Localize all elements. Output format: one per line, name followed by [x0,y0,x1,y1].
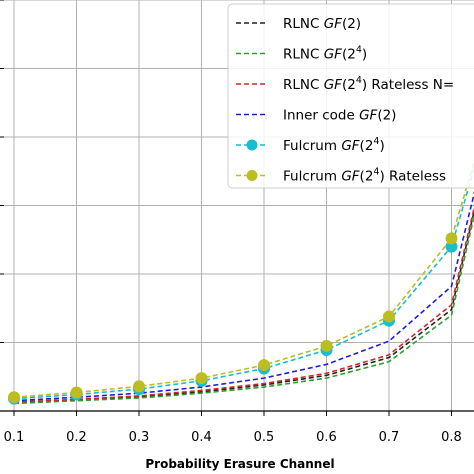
legend-label: RLNC GF(2) [283,16,361,32]
legend-item-4: Inner code GF(2) [236,108,396,124]
x-tick-labels: 0.1 0.2 0.3 0.4 0.5 0.6 0.7 0.8 [4,430,462,445]
x-tick-label: 0.3 [129,430,150,445]
legend-item-3: RLNC GF(24) Rateless N= [236,75,454,93]
legend-label: Fulcrum GF(24) Rateless [283,167,446,185]
legend: RLNC GF(2) RLNC GF(24) RLNC GF(24) Rateles… [227,3,474,189]
x-tick-label: 0.6 [316,430,337,445]
legend-item-1: RLNC GF(2) [236,16,361,32]
legend-item-5: Fulcrum GF(24) [236,136,385,154]
legend-item-6: Fulcrum GF(24) Rateless [236,167,446,185]
data-point [383,310,395,323]
x-tick-label: 0.2 [66,430,87,445]
data-point [8,391,20,404]
x-tick-label: 0.8 [441,430,462,445]
legend-swatch-marker [246,170,258,181]
data-point [320,339,333,352]
series-2 [13,212,474,405]
legend-label: Inner code GF(2) [283,108,396,124]
x-tick-label: 0.4 [191,430,212,445]
legend-label: RLNC GF(24) Rateless N= [283,75,454,93]
legend-label: Fulcrum GF(24) [283,136,385,154]
series-line [13,205,474,403]
legend-swatch-marker [246,139,258,151]
series-6 [8,159,474,404]
series-line [13,190,474,402]
x-tick-label: 0.1 [4,430,25,445]
x-tick-label: 0.7 [379,430,400,445]
series-group [8,159,474,405]
legend-label: RLNC GF(24) [283,45,367,63]
data-point [195,372,208,385]
series-4 [13,190,474,402]
legend-box [227,3,474,189]
legend-item-2: RLNC GF(24) [236,45,367,63]
x-tick-label: 0.5 [254,430,275,445]
series-3 [13,205,474,403]
series-line [13,212,474,405]
data-point [70,386,83,399]
data-point [445,232,458,245]
x-axis-title: Probability Erasure Channel [145,457,334,471]
axes [0,0,474,416]
data-point [258,359,270,372]
data-point [133,380,145,393]
